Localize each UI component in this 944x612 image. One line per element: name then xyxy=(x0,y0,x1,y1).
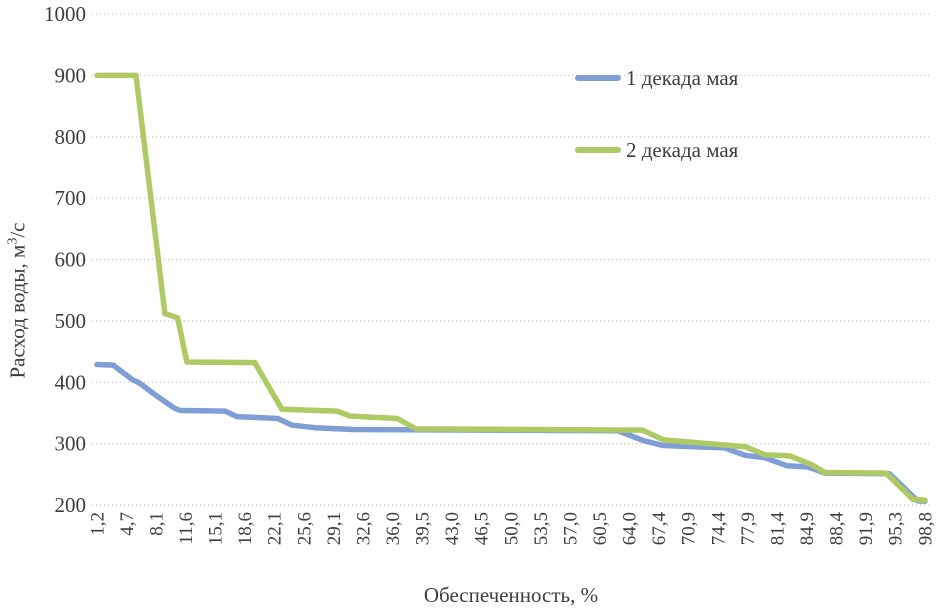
y-tick-label-600: 600 xyxy=(55,248,87,272)
x-tick-label-26: 91,9 xyxy=(856,512,877,545)
series-2-label: 2 декада мая xyxy=(626,137,739,162)
y-tick-label-900: 900 xyxy=(55,63,87,87)
x-tick-label-8: 29,1 xyxy=(324,512,345,545)
y-tick-label-300: 300 xyxy=(55,432,87,456)
x-tick-label-6: 22,1 xyxy=(265,512,286,545)
x-tick-label-13: 46,5 xyxy=(472,512,493,545)
y-tick-label-200: 200 xyxy=(55,493,87,517)
x-tick-label-20: 70,9 xyxy=(679,512,700,545)
x-tick-label-10: 36,0 xyxy=(383,512,404,545)
legend-item-series-2: 2 декада мая xyxy=(575,136,738,164)
y-axis-title: Расход воды, м3/с xyxy=(5,222,30,379)
legend-item-series-1: 1 декада мая xyxy=(575,64,738,92)
series-1-swatch xyxy=(575,75,621,81)
x-tick-label-5: 18,6 xyxy=(235,512,256,545)
x-tick-label-14: 50,0 xyxy=(501,512,522,545)
x-tick-label-9: 32,6 xyxy=(353,512,374,545)
x-axis-title: Обеспеченность, % xyxy=(423,583,599,607)
x-tick-label-17: 60,5 xyxy=(590,512,611,545)
x-tick-label-22: 77,9 xyxy=(738,512,759,545)
x-tick-label-28: 98,8 xyxy=(915,512,936,545)
x-tick-label-0: 1,2 xyxy=(87,512,108,536)
y-axis-title-superscript: 3 xyxy=(5,237,21,245)
x-tick-label-21: 74,4 xyxy=(708,512,729,546)
y-tick-label-700: 700 xyxy=(55,186,87,210)
x-tick-label-16: 57,0 xyxy=(560,512,581,545)
series-1-label: 1 декада мая xyxy=(626,65,739,90)
x-tick-label-25: 88,4 xyxy=(827,512,848,546)
y-tick-label-400: 400 xyxy=(55,370,87,394)
x-tick-label-18: 64,0 xyxy=(620,512,641,545)
x-tick-label-15: 53,5 xyxy=(531,512,552,545)
x-tick-label-1: 4,7 xyxy=(117,512,138,536)
y-tick-label-1000: 1000 xyxy=(44,2,86,26)
series-1-line xyxy=(94,361,928,505)
series-2-line xyxy=(94,72,928,503)
x-tick-label-23: 81,4 xyxy=(767,512,788,546)
series-2-swatch xyxy=(575,147,621,153)
x-tick-label-19: 67,4 xyxy=(649,512,670,546)
x-tick-label-11: 39,5 xyxy=(413,512,434,545)
y-tick-label-800: 800 xyxy=(55,125,87,149)
legend: 1 декада мая 2 декада мая xyxy=(575,64,738,208)
x-tick-label-27: 95,3 xyxy=(886,512,907,545)
x-tick-label-24: 84,9 xyxy=(797,512,818,545)
y-tick-label-500: 500 xyxy=(55,309,87,333)
x-tick-label-7: 25,6 xyxy=(294,512,315,545)
x-tick-label-2: 8,1 xyxy=(146,512,167,536)
x-tick-label-4: 15,1 xyxy=(206,512,227,545)
x-tick-label-3: 11,6 xyxy=(176,512,197,545)
x-tick-label-12: 43,0 xyxy=(442,512,463,545)
